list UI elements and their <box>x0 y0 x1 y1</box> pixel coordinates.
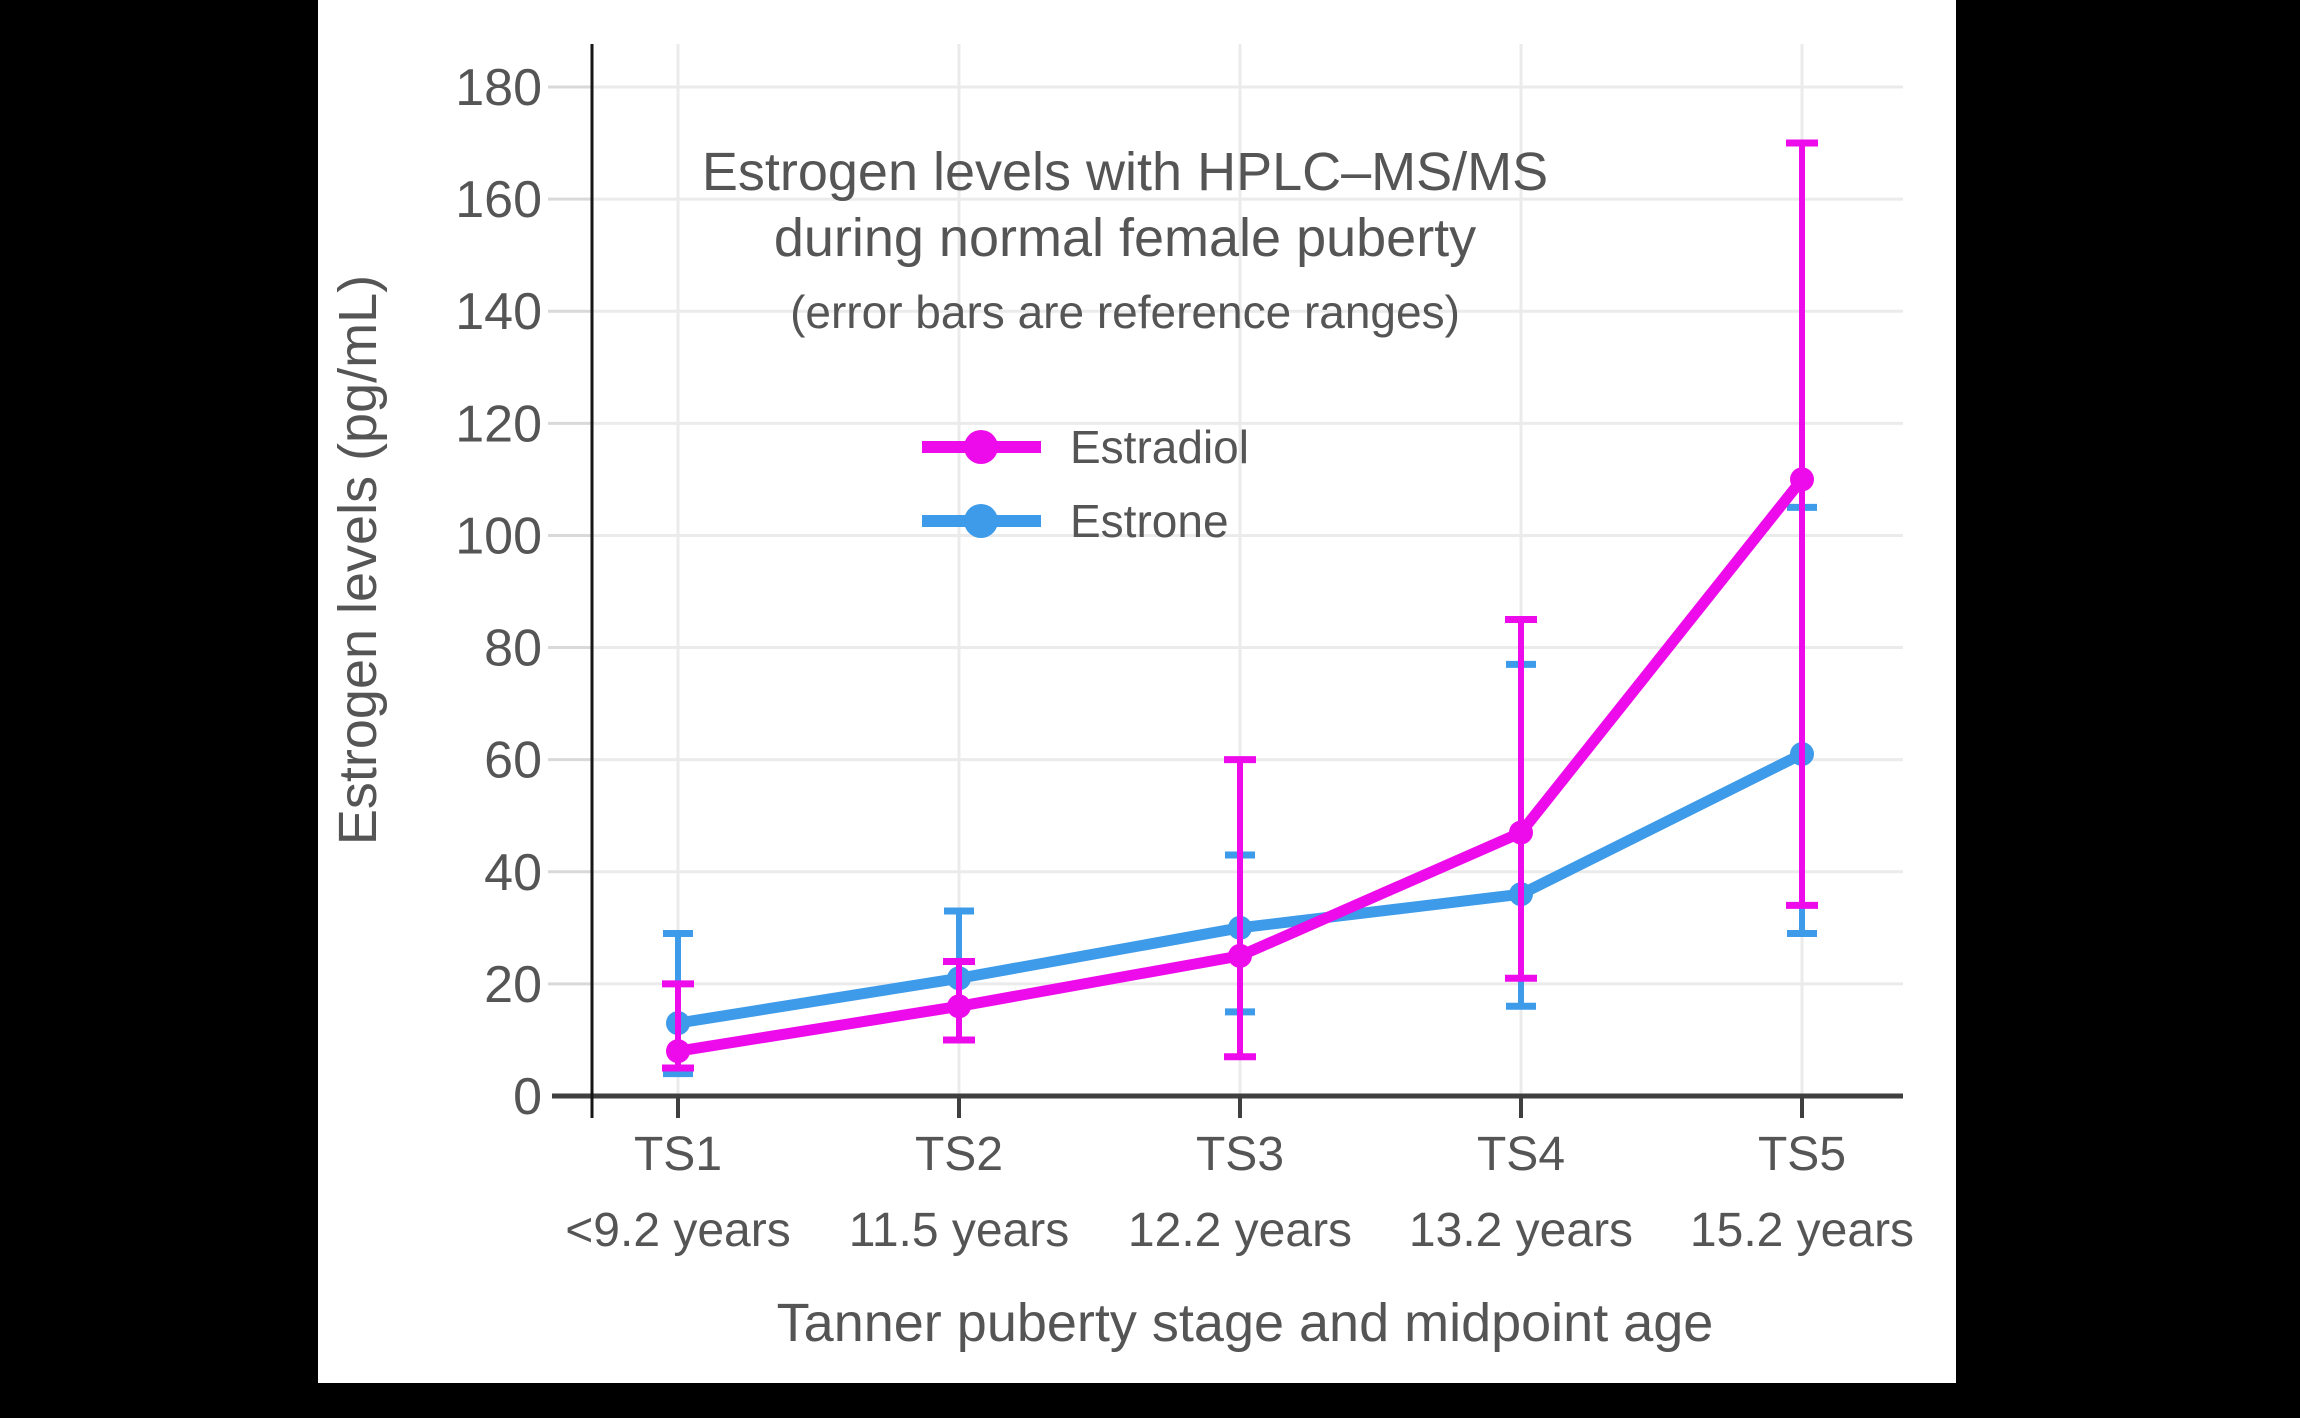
legend-label-estradiol: Estradiol <box>1070 421 1249 473</box>
y-tick-label: 160 <box>455 171 542 229</box>
chart-title-line2: during normal female puberty <box>774 208 1476 268</box>
y-tick-label: 140 <box>455 283 542 341</box>
category-age-label: <9.2 years <box>565 1204 790 1257</box>
estrogen-levels-chart: 0 20 40 60 80 100 120 140 160 180 Estrogen levels … <box>328 44 1914 1353</box>
data-point-estradiol-ts4 <box>1509 820 1533 845</box>
category-age-label: 15.2 years <box>1690 1204 1914 1257</box>
y-tick-label: 20 <box>484 956 542 1014</box>
x-axis-title: Tanner puberty stage and midpoint age <box>777 1293 1714 1353</box>
category-label: TS4 <box>1477 1128 1565 1181</box>
legend-label-estrone: Estrone <box>1070 495 1229 547</box>
chart-title-line1: Estrogen levels with HPLC–MS/MS <box>702 142 1548 202</box>
data-point-estradiol-ts1 <box>666 1039 690 1064</box>
y-tick-label: 120 <box>455 395 542 453</box>
category-age-label: 11.5 years <box>849 1204 1070 1257</box>
chart-subtitle: (error bars are reference ranges) <box>790 286 1460 338</box>
category-label: TS2 <box>915 1128 1003 1181</box>
data-point-estradiol-ts5 <box>1790 467 1814 492</box>
y-tick-label: 100 <box>455 507 542 565</box>
y-tick-label: 80 <box>484 620 542 678</box>
y-tick-label: 0 <box>513 1068 542 1126</box>
category-age-label: 12.2 years <box>1128 1204 1352 1257</box>
legend-swatch-marker-estrone <box>964 504 998 538</box>
legend-swatch-marker-estradiol <box>964 430 998 464</box>
data-point-estradiol-ts2 <box>947 994 971 1019</box>
category-age-label: 13.2 years <box>1409 1204 1633 1257</box>
y-tick-label: 180 <box>455 59 542 117</box>
y-tick-label: 60 <box>484 732 542 790</box>
chart-canvas: 0 20 40 60 80 100 120 140 160 180 Estrogen levels … <box>318 0 1956 1383</box>
y-axis-title: Estrogen levels (pg/mL) <box>328 275 388 845</box>
category-label: TS1 <box>634 1128 722 1181</box>
y-tick-label: 40 <box>484 844 542 902</box>
category-label: TS5 <box>1758 1128 1846 1181</box>
category-label: TS3 <box>1196 1128 1284 1181</box>
data-point-estradiol-ts3 <box>1228 943 1252 968</box>
